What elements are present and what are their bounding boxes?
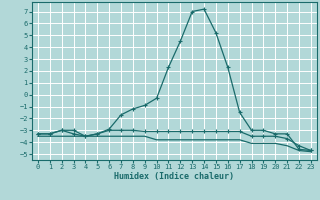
X-axis label: Humidex (Indice chaleur): Humidex (Indice chaleur): [115, 172, 234, 181]
